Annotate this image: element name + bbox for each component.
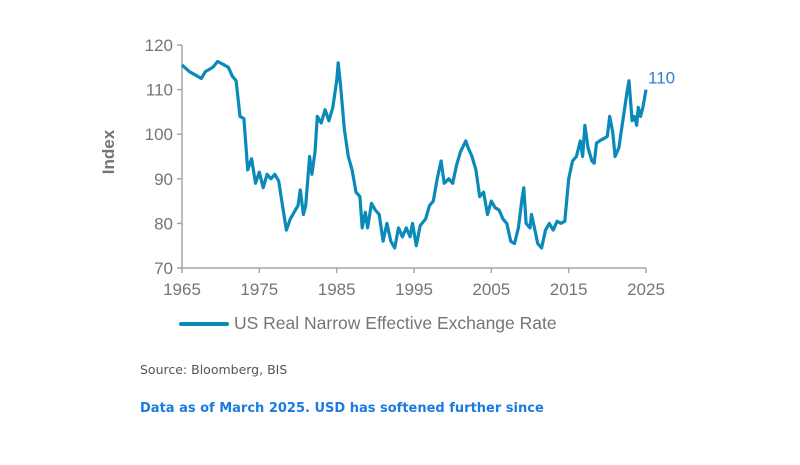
y-tick-label: 100 <box>145 125 173 144</box>
x-tick-label: 1985 <box>318 280 356 299</box>
tick-labels: 70 80 90 100 110 120 1965 1975 1985 1995 2005 2015 2… <box>145 36 665 299</box>
x-tick-label: 1965 <box>163 280 201 299</box>
source-note: Source: Bloomberg, BIS <box>140 362 288 377</box>
x-tick-label: 2025 <box>627 280 665 299</box>
x-tick-label: 1975 <box>240 280 278 299</box>
y-tick-label: 120 <box>145 36 173 55</box>
y-axis-label: Index <box>99 129 118 174</box>
legend-swatch <box>179 321 229 326</box>
series-line <box>180 59 648 250</box>
end-value-label: 110 <box>648 69 675 88</box>
y-tick-label: 90 <box>154 170 173 189</box>
legend: US Real Narrow Effective Exchange Rate <box>179 313 557 334</box>
y-tick-label: 110 <box>146 81 173 100</box>
x-tick-label: 2005 <box>472 280 510 299</box>
x-tick-label: 2015 <box>550 280 588 299</box>
axes <box>177 44 647 273</box>
x-tick-label: 1995 <box>395 280 433 299</box>
y-tick-label: 80 <box>154 214 173 233</box>
data-note: Data as of March 2025. USD has softened … <box>140 401 544 416</box>
legend-label: US Real Narrow Effective Exchange Rate <box>234 313 557 333</box>
y-tick-label: 70 <box>154 259 173 278</box>
